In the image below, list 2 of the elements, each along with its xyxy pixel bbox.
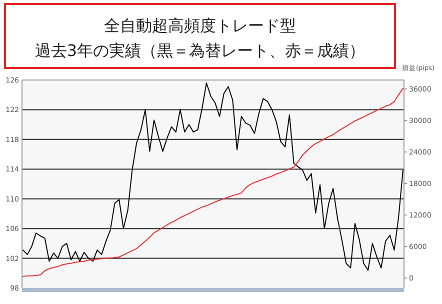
chart-subtitle: 過去3年の実績（黒＝為替レート、赤＝成績） [34, 41, 366, 60]
chart-title: 全自動超高頻度トレード型 [104, 16, 296, 35]
